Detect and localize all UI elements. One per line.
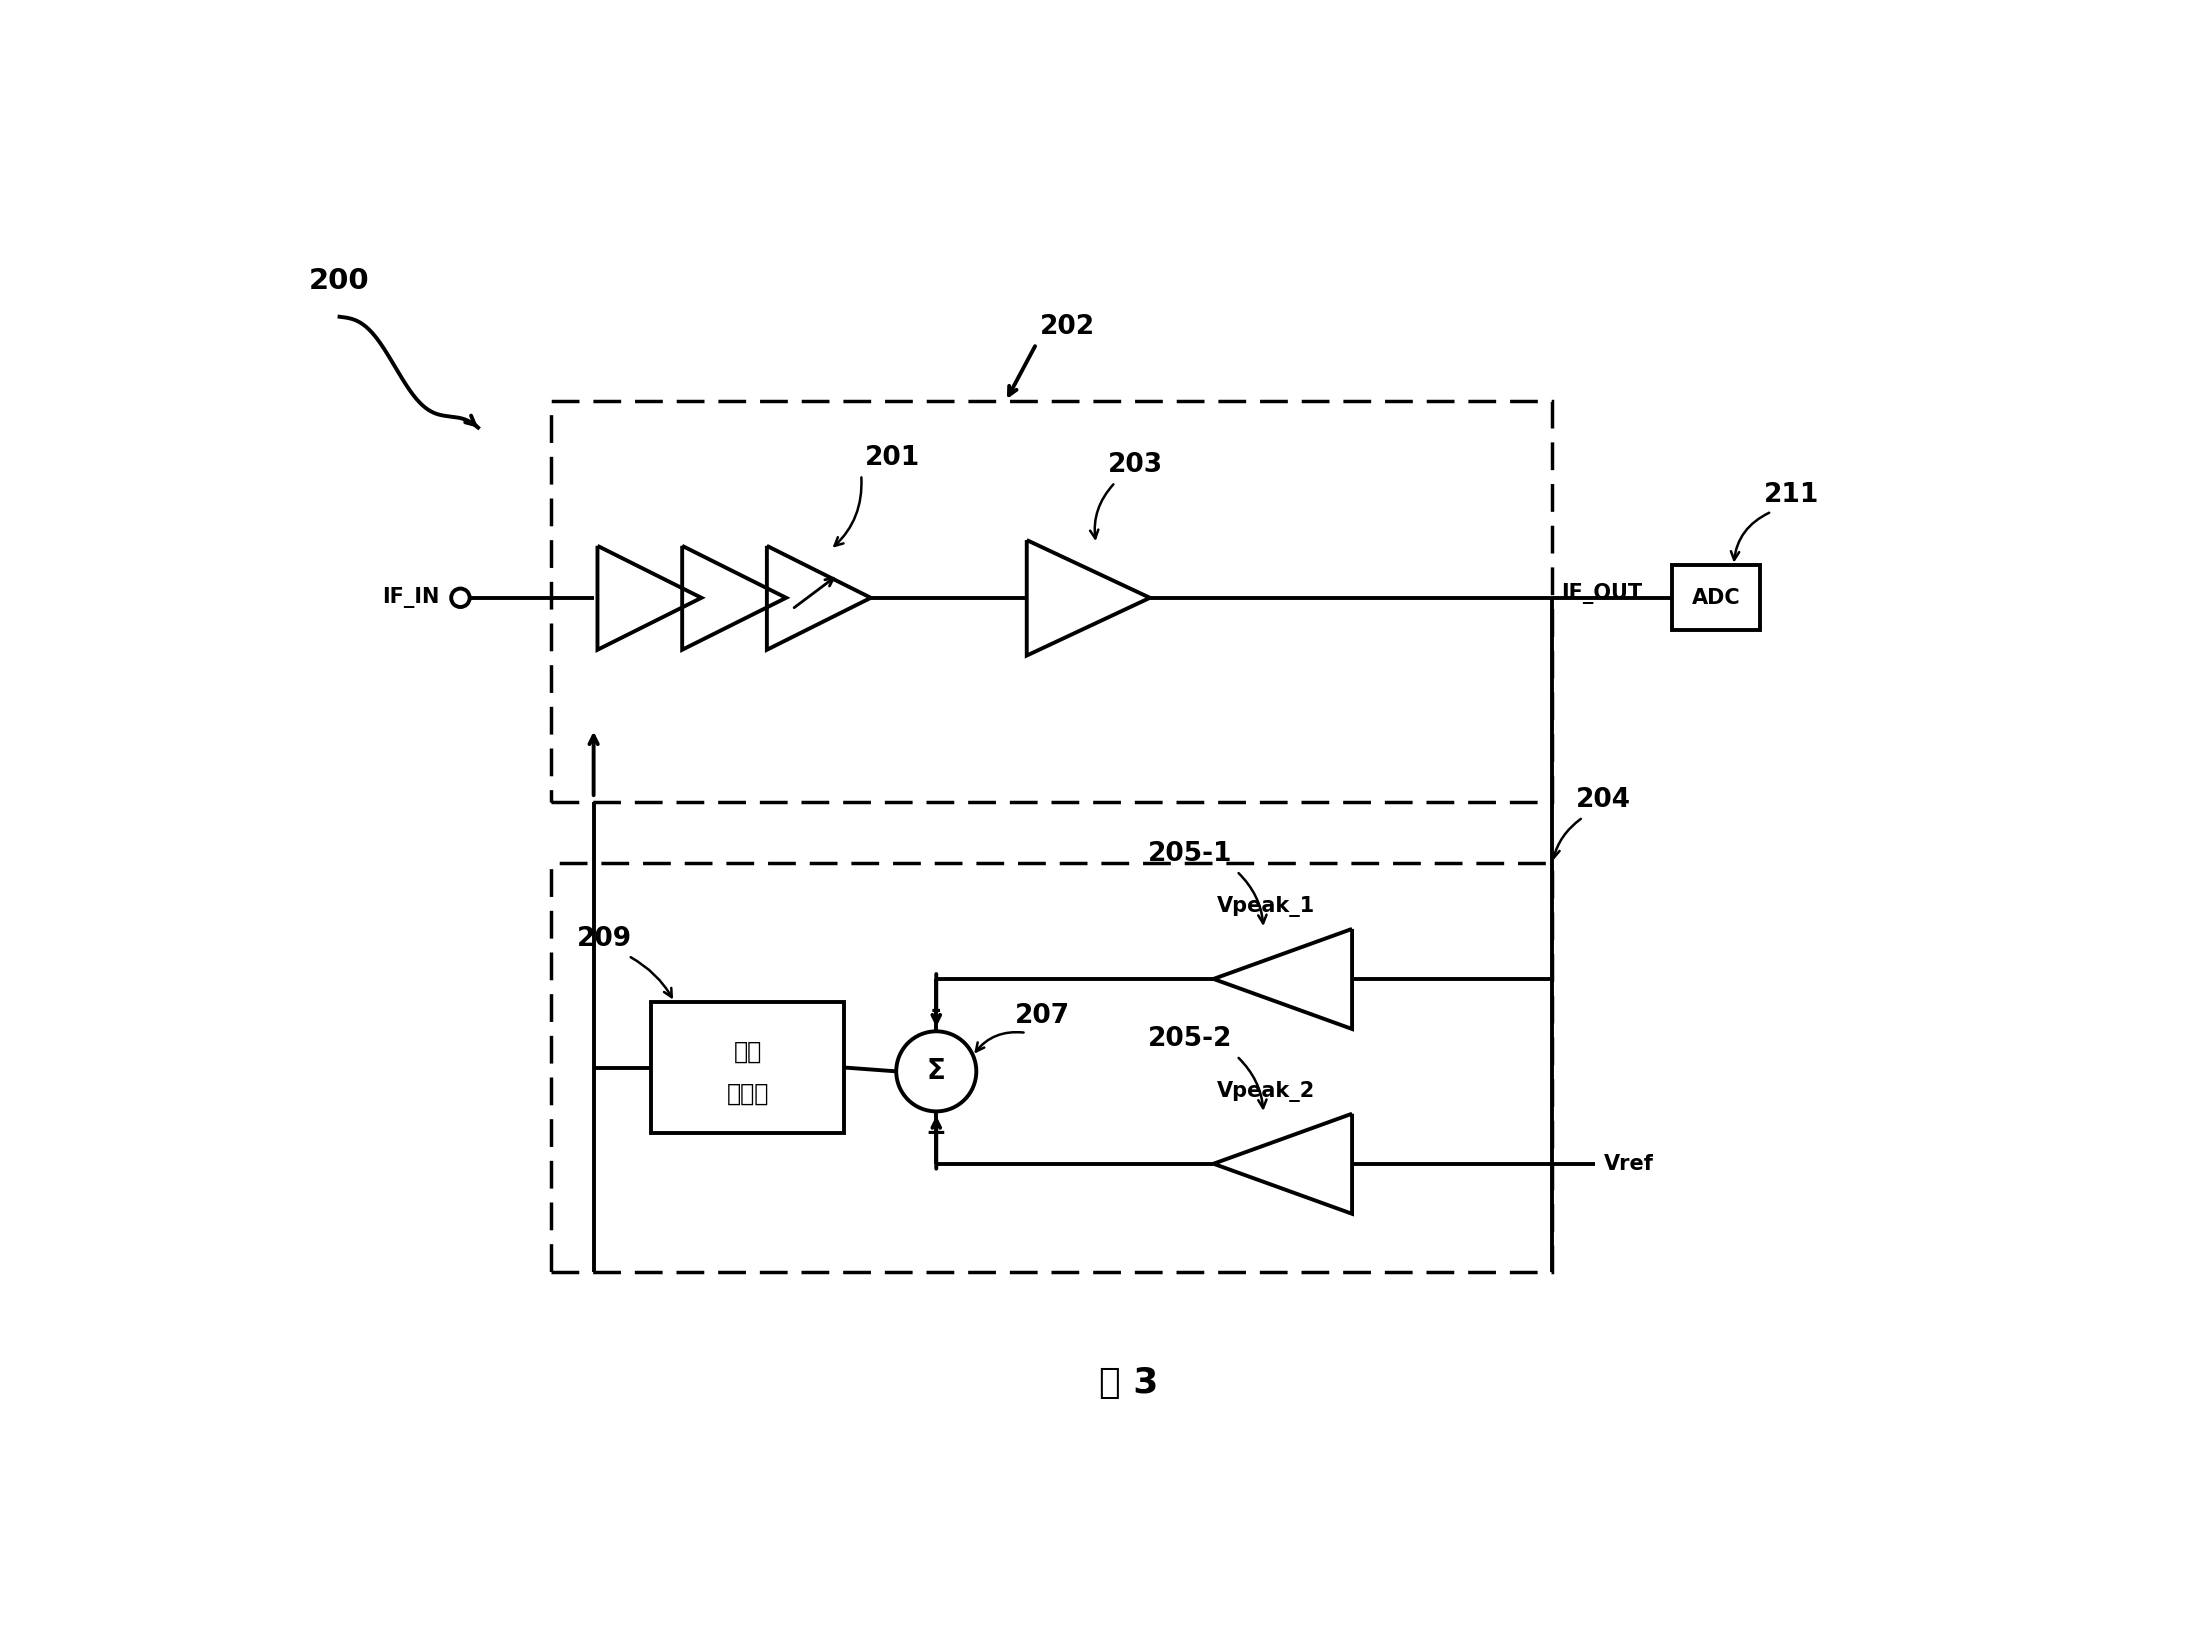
Text: 环路: 环路 — [734, 1040, 762, 1064]
Text: 203: 203 — [1107, 452, 1162, 479]
Text: Vref: Vref — [1604, 1153, 1653, 1175]
Text: 200: 200 — [309, 266, 369, 294]
Text: 207: 207 — [1014, 1003, 1070, 1030]
Text: +: + — [926, 1120, 946, 1145]
Bar — [652, 1002, 844, 1133]
Text: Vpeak_1: Vpeak_1 — [1218, 897, 1315, 918]
Text: IF_IN: IF_IN — [382, 587, 440, 609]
Text: -: - — [930, 999, 941, 1022]
Text: Vpeak_2: Vpeak_2 — [1218, 1081, 1315, 1102]
Text: 209: 209 — [577, 926, 632, 952]
Bar — [1671, 566, 1759, 630]
Text: 滤波器: 滤波器 — [727, 1082, 769, 1105]
Bar — [550, 401, 1551, 801]
Text: 201: 201 — [864, 444, 919, 470]
Text: Σ: Σ — [926, 1058, 946, 1086]
Text: IF_OUT: IF_OUT — [1562, 584, 1642, 604]
Text: 211: 211 — [1764, 482, 1819, 508]
Bar — [550, 864, 1551, 1272]
Text: 202: 202 — [1041, 314, 1096, 341]
Text: 204: 204 — [1576, 788, 1631, 813]
Text: 图 3: 图 3 — [1098, 1367, 1158, 1400]
Text: 205-2: 205-2 — [1149, 1026, 1233, 1053]
Text: 205-1: 205-1 — [1149, 841, 1233, 867]
Text: ADC: ADC — [1691, 587, 1739, 607]
